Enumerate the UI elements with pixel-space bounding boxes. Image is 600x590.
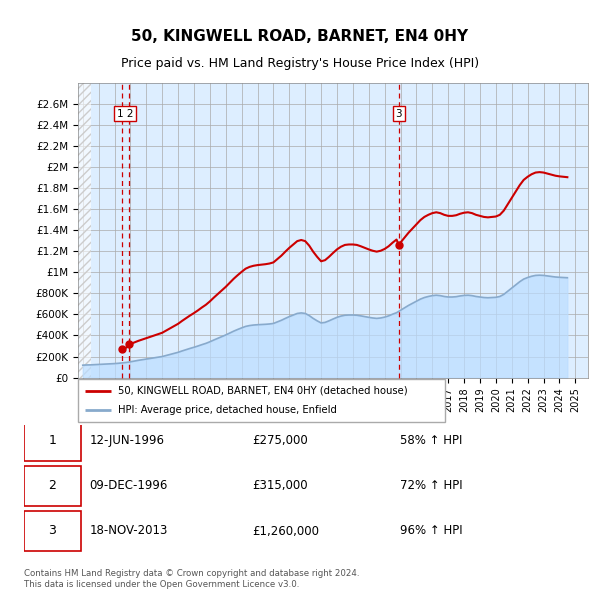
Text: 1: 1 <box>49 434 56 447</box>
Text: 96% ↑ HPI: 96% ↑ HPI <box>400 525 463 537</box>
Text: 2: 2 <box>49 479 56 493</box>
Text: 1 2: 1 2 <box>117 109 134 119</box>
Point <box>394 240 403 250</box>
Text: HPI: Average price, detached house, Enfield: HPI: Average price, detached house, Enfi… <box>118 405 337 415</box>
Text: Price paid vs. HM Land Registry's House Price Index (HPI): Price paid vs. HM Land Registry's House … <box>121 57 479 70</box>
FancyBboxPatch shape <box>24 511 81 551</box>
FancyBboxPatch shape <box>24 421 81 461</box>
Bar <box>78 83 91 378</box>
Text: 72% ↑ HPI: 72% ↑ HPI <box>400 479 463 493</box>
Text: 3: 3 <box>49 525 56 537</box>
Text: £1,260,000: £1,260,000 <box>252 525 319 537</box>
Text: 18-NOV-2013: 18-NOV-2013 <box>89 525 168 537</box>
Text: 09-DEC-1996: 09-DEC-1996 <box>89 479 168 493</box>
Text: £315,000: £315,000 <box>252 479 308 493</box>
FancyBboxPatch shape <box>78 379 445 422</box>
Text: 50, KINGWELL ROAD, BARNET, EN4 0HY: 50, KINGWELL ROAD, BARNET, EN4 0HY <box>131 30 469 44</box>
Bar <box>78 83 91 378</box>
Point <box>117 344 127 353</box>
Text: 58% ↑ HPI: 58% ↑ HPI <box>400 434 463 447</box>
Text: 50, KINGWELL ROAD, BARNET, EN4 0HY (detached house): 50, KINGWELL ROAD, BARNET, EN4 0HY (deta… <box>118 386 408 396</box>
Text: £275,000: £275,000 <box>252 434 308 447</box>
Text: 12-JUN-1996: 12-JUN-1996 <box>89 434 164 447</box>
Text: 3: 3 <box>395 109 402 119</box>
FancyBboxPatch shape <box>24 466 81 506</box>
Point <box>124 340 134 349</box>
Text: Contains HM Land Registry data © Crown copyright and database right 2024.
This d: Contains HM Land Registry data © Crown c… <box>24 569 359 589</box>
